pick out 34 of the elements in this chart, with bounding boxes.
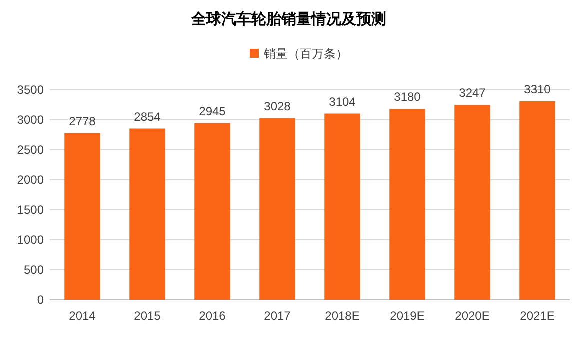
bar [260,118,296,300]
y-tick-label: 500 [24,263,44,277]
x-tick-label: 2017 [264,309,292,323]
x-tick-label: 2019E [390,309,425,323]
data-label: 3028 [264,99,292,114]
y-tick-label: 2000 [17,173,44,187]
bar [130,128,166,300]
bar [520,101,556,300]
bar [454,105,490,300]
chart-title: 全球汽车轮胎销量情况及预测 [190,10,386,28]
bar [194,123,230,300]
y-tick-label: 1500 [17,203,44,217]
x-tick-label: 2014 [69,309,96,323]
x-tick-label: 2021E [520,309,555,323]
data-label: 3247 [459,86,486,100]
x-tick-label: 2018E [325,309,360,323]
y-tick-label: 2500 [17,143,44,157]
bar [390,109,426,300]
data-label: 2945 [199,104,226,118]
data-label: 3104 [329,94,356,109]
x-tick-label: 2016 [199,309,226,323]
bar [64,133,100,300]
data-label: 2854 [134,110,162,124]
legend-label: 销量（百万条） [263,47,348,61]
y-tick-label: 1000 [17,233,44,247]
y-tick-label: 3500 [17,83,44,97]
y-tick-label: 3000 [17,113,44,127]
data-label: 3180 [394,90,422,104]
bar [324,114,360,300]
x-tick-label: 2015 [134,309,162,323]
data-label: 2778 [69,114,96,128]
y-tick-label: 0 [37,293,44,307]
x-tick-label: 2020E [455,309,490,323]
data-label: 3310 [524,82,552,96]
